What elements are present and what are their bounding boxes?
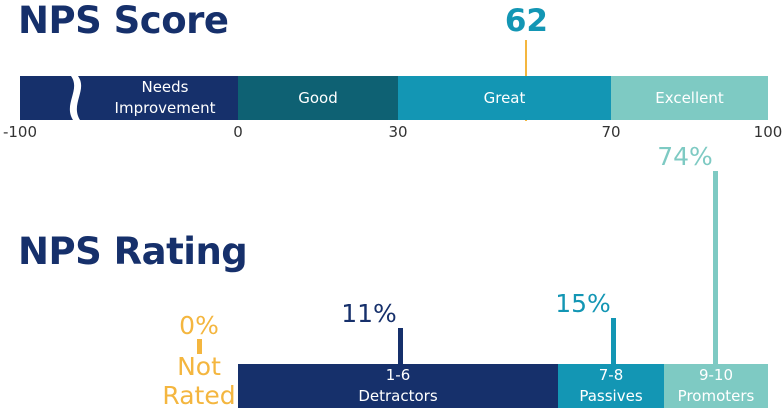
not-rated-line1: Not <box>177 352 221 381</box>
rating-category-detractors: 1-6 Detractors <box>238 364 558 408</box>
rating-category-range: 9-10 <box>698 366 734 384</box>
rating-category-name: Promoters <box>677 387 755 405</box>
rating-category-name: Passives <box>579 387 643 405</box>
rating-stem-passives <box>611 318 616 364</box>
rating-stem-promoters <box>713 171 718 364</box>
axis-break-icon <box>69 76 82 120</box>
score-range-excellent: Excellent <box>611 76 768 120</box>
rating-stem-not-rated <box>197 339 202 354</box>
rating-value-label: 15% <box>555 289 611 318</box>
score-range-needs-improvement: Needs Improvement <box>20 76 238 120</box>
score-tick-label: 70 <box>601 123 621 141</box>
rating-value-label: 74% <box>657 142 713 171</box>
score-tick-label: 100 <box>753 123 783 141</box>
rating-category-promoters: 9-10 Promoters <box>664 364 768 408</box>
score-tick-label: 30 <box>388 123 408 141</box>
rating-category-name: Detractors <box>358 387 438 405</box>
rating-category-range: 1-6 <box>385 366 411 384</box>
rating-category-passives: 7-8 Passives <box>558 364 664 408</box>
score-tick-label: -100 <box>2 123 38 141</box>
nps-score-title: NPS Score <box>18 0 229 42</box>
score-value-label: 62 <box>504 3 548 39</box>
not-rated-line2: Rated <box>162 381 236 410</box>
score-tick-label: 0 <box>233 123 243 141</box>
not-rated-value-label: 0% <box>179 311 219 340</box>
rating-stem-detractors <box>398 328 403 364</box>
rating-value-label: 11% <box>341 299 397 328</box>
rating-category-range: 7-8 <box>598 366 624 384</box>
not-rated-label: Not Rated <box>162 352 236 410</box>
nps-rating-title: NPS Rating <box>18 230 248 273</box>
score-range-good: Good <box>238 76 398 120</box>
score-range-great: Great <box>398 76 611 120</box>
